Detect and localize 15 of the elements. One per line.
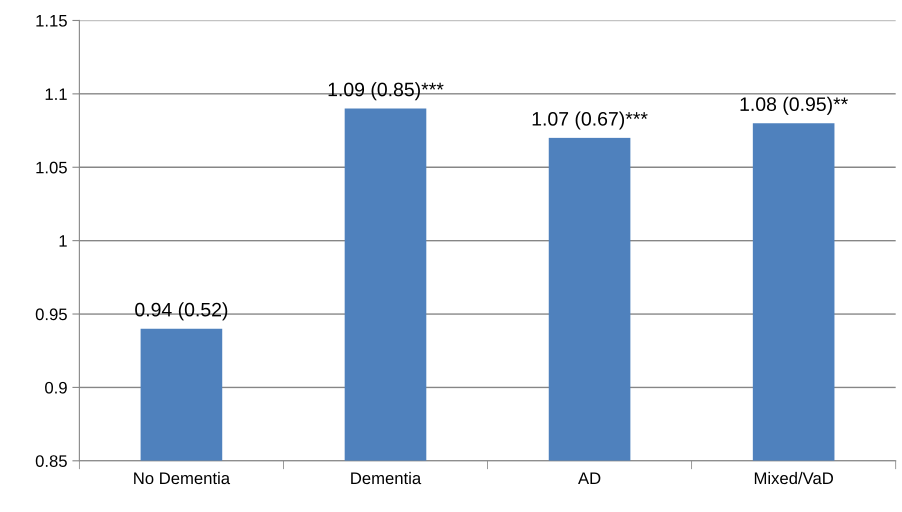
x-tick-label: Mixed/VaD: [754, 472, 833, 484]
x-tick-label: Dementia: [351, 472, 422, 484]
data-label: 1.09 (0.85)***: [328, 82, 444, 100]
x-tick-label: AD: [578, 472, 600, 484]
data-label: 0.94 (0.52): [135, 302, 228, 320]
y-tick-label: 1.05: [36, 162, 67, 174]
data-label: 1.07 (0.67)***: [532, 111, 648, 130]
y-tick-label: 0.9: [45, 382, 67, 394]
y-tick-label: 1.15: [36, 15, 67, 27]
y-tick-label: 1.1: [46, 88, 67, 100]
y-tick-label: 1: [60, 235, 67, 247]
y-tick-label: 0.95: [36, 308, 67, 320]
y-tick-label: 0.85: [36, 455, 67, 468]
x-tick-label: No Dementia: [134, 472, 230, 484]
data-label: 1.08 (0.95)**: [740, 96, 848, 115]
